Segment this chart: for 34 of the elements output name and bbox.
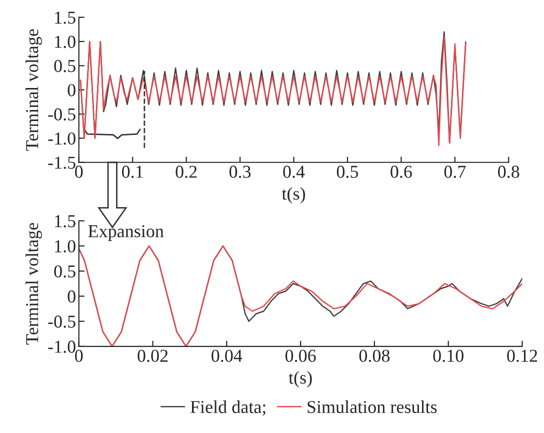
x-tick-label: 0.08: [359, 350, 390, 362]
x-tick-label: 0.3: [229, 166, 251, 178]
x-tick-label: 0.5: [336, 166, 358, 178]
y-tick-label: 0: [68, 84, 76, 96]
legend-label: Simulation results: [308, 400, 437, 414]
x-axis-title: t(s): [282, 187, 305, 204]
y-tick-label: 0.5: [54, 265, 76, 278]
x-tick-label: 0.4: [283, 166, 305, 178]
y-tick-label: 1.5: [55, 215, 76, 228]
y-tick-label: -0.5: [48, 108, 76, 121]
y-tick-label: -1.0: [48, 132, 76, 145]
y-tick-label: 1.0: [55, 36, 76, 48]
y-tick-label: -1.5: [48, 156, 76, 169]
y-tick-label: 0: [68, 290, 76, 303]
y-tick-label: 0.5: [54, 60, 76, 72]
x-tick-label: 0.06: [285, 350, 316, 362]
y-tick-label: -1.0: [48, 340, 76, 353]
y-tick-label: 1.5: [55, 12, 76, 24]
y-tick-label: -0.5: [48, 316, 76, 328]
x-axis-title: t(s): [288, 371, 312, 388]
annotation: Expansion: [88, 225, 164, 241]
x-tick-label: 0.12: [507, 350, 538, 362]
x-tick-label: 0.1: [122, 166, 143, 178]
y-axis-title: Terminal voltage: [26, 29, 42, 151]
x-tick-label: 0.04: [212, 350, 242, 362]
y-axis-title: Terminal voltage: [26, 222, 42, 345]
legend-label: Field data;: [190, 400, 266, 416]
x-tick-label: 0.02: [138, 350, 168, 362]
x-tick-label: 0.10: [433, 350, 464, 362]
y-tick-label: 1.0: [55, 240, 76, 252]
x-tick-label: 0.7: [444, 166, 466, 178]
x-tick-label: 0.8: [498, 166, 520, 178]
x-tick-label: 0.2: [176, 166, 197, 178]
x-tick-label: 0.6: [390, 166, 412, 178]
